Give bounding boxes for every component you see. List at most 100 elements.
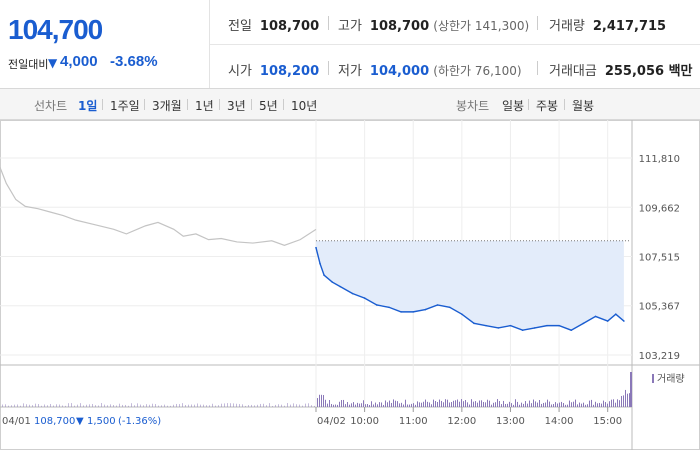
price-point: [497, 327, 500, 329]
tab-3m[interactable]: 3개월: [152, 99, 182, 113]
candle-chart-label[interactable]: 봉차트: [456, 99, 490, 113]
volume-bar: [311, 405, 312, 407]
volume-bar: [104, 404, 105, 407]
volume-bar: [140, 404, 141, 407]
volume-bar: [475, 401, 476, 407]
stat-separator: [537, 16, 538, 30]
volume-bar: [473, 401, 474, 407]
volume-bar: [547, 399, 548, 407]
tab-1d[interactable]: 1일: [78, 99, 98, 113]
volume-bar: [449, 402, 450, 407]
volume-bar: [341, 400, 342, 407]
volume-bar: [489, 400, 490, 407]
volume-bar: [161, 405, 162, 407]
price-point: [623, 320, 625, 322]
line-chart-label[interactable]: 선차트: [34, 99, 68, 113]
stat-label: 저가: [338, 64, 362, 79]
volume-bar: [471, 399, 472, 407]
tab-10y[interactable]: 10년: [291, 99, 318, 113]
volume-bar: [615, 402, 616, 407]
volume-bar: [463, 401, 464, 407]
tab-monthly[interactable]: 월봉: [572, 99, 595, 113]
tab-1w[interactable]: 1주일: [110, 99, 140, 113]
volume-bar: [605, 402, 606, 407]
volume-bar: [53, 405, 54, 407]
volume-bar: [571, 402, 572, 407]
price-point: [323, 274, 325, 276]
y-tick-label: 107,515: [639, 252, 680, 263]
prev-change-pct: (-1.36%): [118, 416, 161, 427]
stat-label: 거래량: [549, 19, 585, 34]
volume-bar: [345, 404, 346, 407]
volume-bar: [321, 394, 322, 407]
tab-separator: [283, 99, 284, 110]
volume-bar: [2, 404, 3, 407]
volume-bar: [487, 399, 488, 407]
volume-bar: [401, 402, 402, 407]
stat-separator: [328, 16, 329, 30]
tab-separator: [251, 99, 252, 110]
stat-value: 108,700: [259, 19, 320, 34]
volume-bar: [325, 399, 326, 407]
volume-bar: [555, 402, 556, 407]
volume-bar: [167, 405, 168, 407]
volume-bar: [32, 405, 33, 407]
volume-bar: [569, 400, 570, 407]
stat-separator: [328, 61, 329, 75]
volume-bar: [379, 402, 380, 407]
tab-1y[interactable]: 1년: [195, 99, 214, 113]
volume-bar: [359, 403, 360, 407]
volume-bar: [630, 372, 632, 407]
prev-close: 108,700: [34, 416, 75, 427]
volume-bar: [323, 395, 324, 407]
volume-bar: [587, 404, 588, 407]
volume-bar: [563, 403, 564, 407]
price-point: [351, 292, 354, 295]
tab-weekly[interactable]: 주봉: [536, 99, 559, 113]
price-point: [594, 315, 597, 318]
volume-bar: [515, 399, 516, 407]
volume-bar: [125, 404, 126, 407]
volume-bar: [35, 403, 36, 407]
volume-bar: [221, 403, 222, 407]
volume-bar: [583, 402, 584, 407]
stat-label: 전일: [228, 19, 252, 34]
volume-bar: [467, 402, 468, 407]
price-point: [582, 322, 585, 325]
volume-bar: [493, 402, 494, 407]
down-arrow-icon: ▼: [48, 56, 58, 70]
volume-bar: [92, 403, 93, 407]
volume-bar: [399, 403, 400, 407]
area-fill: [316, 240, 624, 331]
volume-bar: [293, 403, 294, 407]
volume-bar: [86, 404, 87, 407]
volume-bar: [521, 402, 522, 407]
volume-bar: [26, 404, 27, 407]
volume-bar: [531, 403, 532, 407]
volume-bar: [194, 404, 195, 407]
volume-bar: [611, 399, 612, 407]
volume-bar: [257, 404, 258, 407]
change-percent: -3.68%: [110, 53, 158, 70]
volume-bar: [481, 400, 482, 407]
volume-bar: [47, 405, 48, 407]
prev-day-line: [0, 167, 317, 247]
volume-bar: [164, 404, 165, 407]
tab-5y[interactable]: 5년: [259, 99, 278, 113]
volume-bar: [233, 403, 234, 407]
volume-bar: [107, 405, 108, 407]
price-point: [614, 313, 617, 315]
volume-bar: [230, 403, 231, 407]
stats-divider: [210, 44, 700, 45]
volume-bar: [567, 404, 568, 407]
volume-bar: [329, 400, 330, 407]
volume-bar: [363, 400, 364, 407]
tab-daily[interactable]: 일봉: [502, 99, 525, 113]
upper-limit: (상한가 141,300): [433, 19, 530, 33]
price-point: [424, 308, 427, 311]
volume-bar: [95, 405, 96, 407]
volume-bar: [349, 404, 350, 407]
y-tick-label: 103,219: [639, 351, 680, 362]
tab-3y[interactable]: 3년: [227, 99, 246, 113]
volume-bar: [497, 399, 498, 407]
